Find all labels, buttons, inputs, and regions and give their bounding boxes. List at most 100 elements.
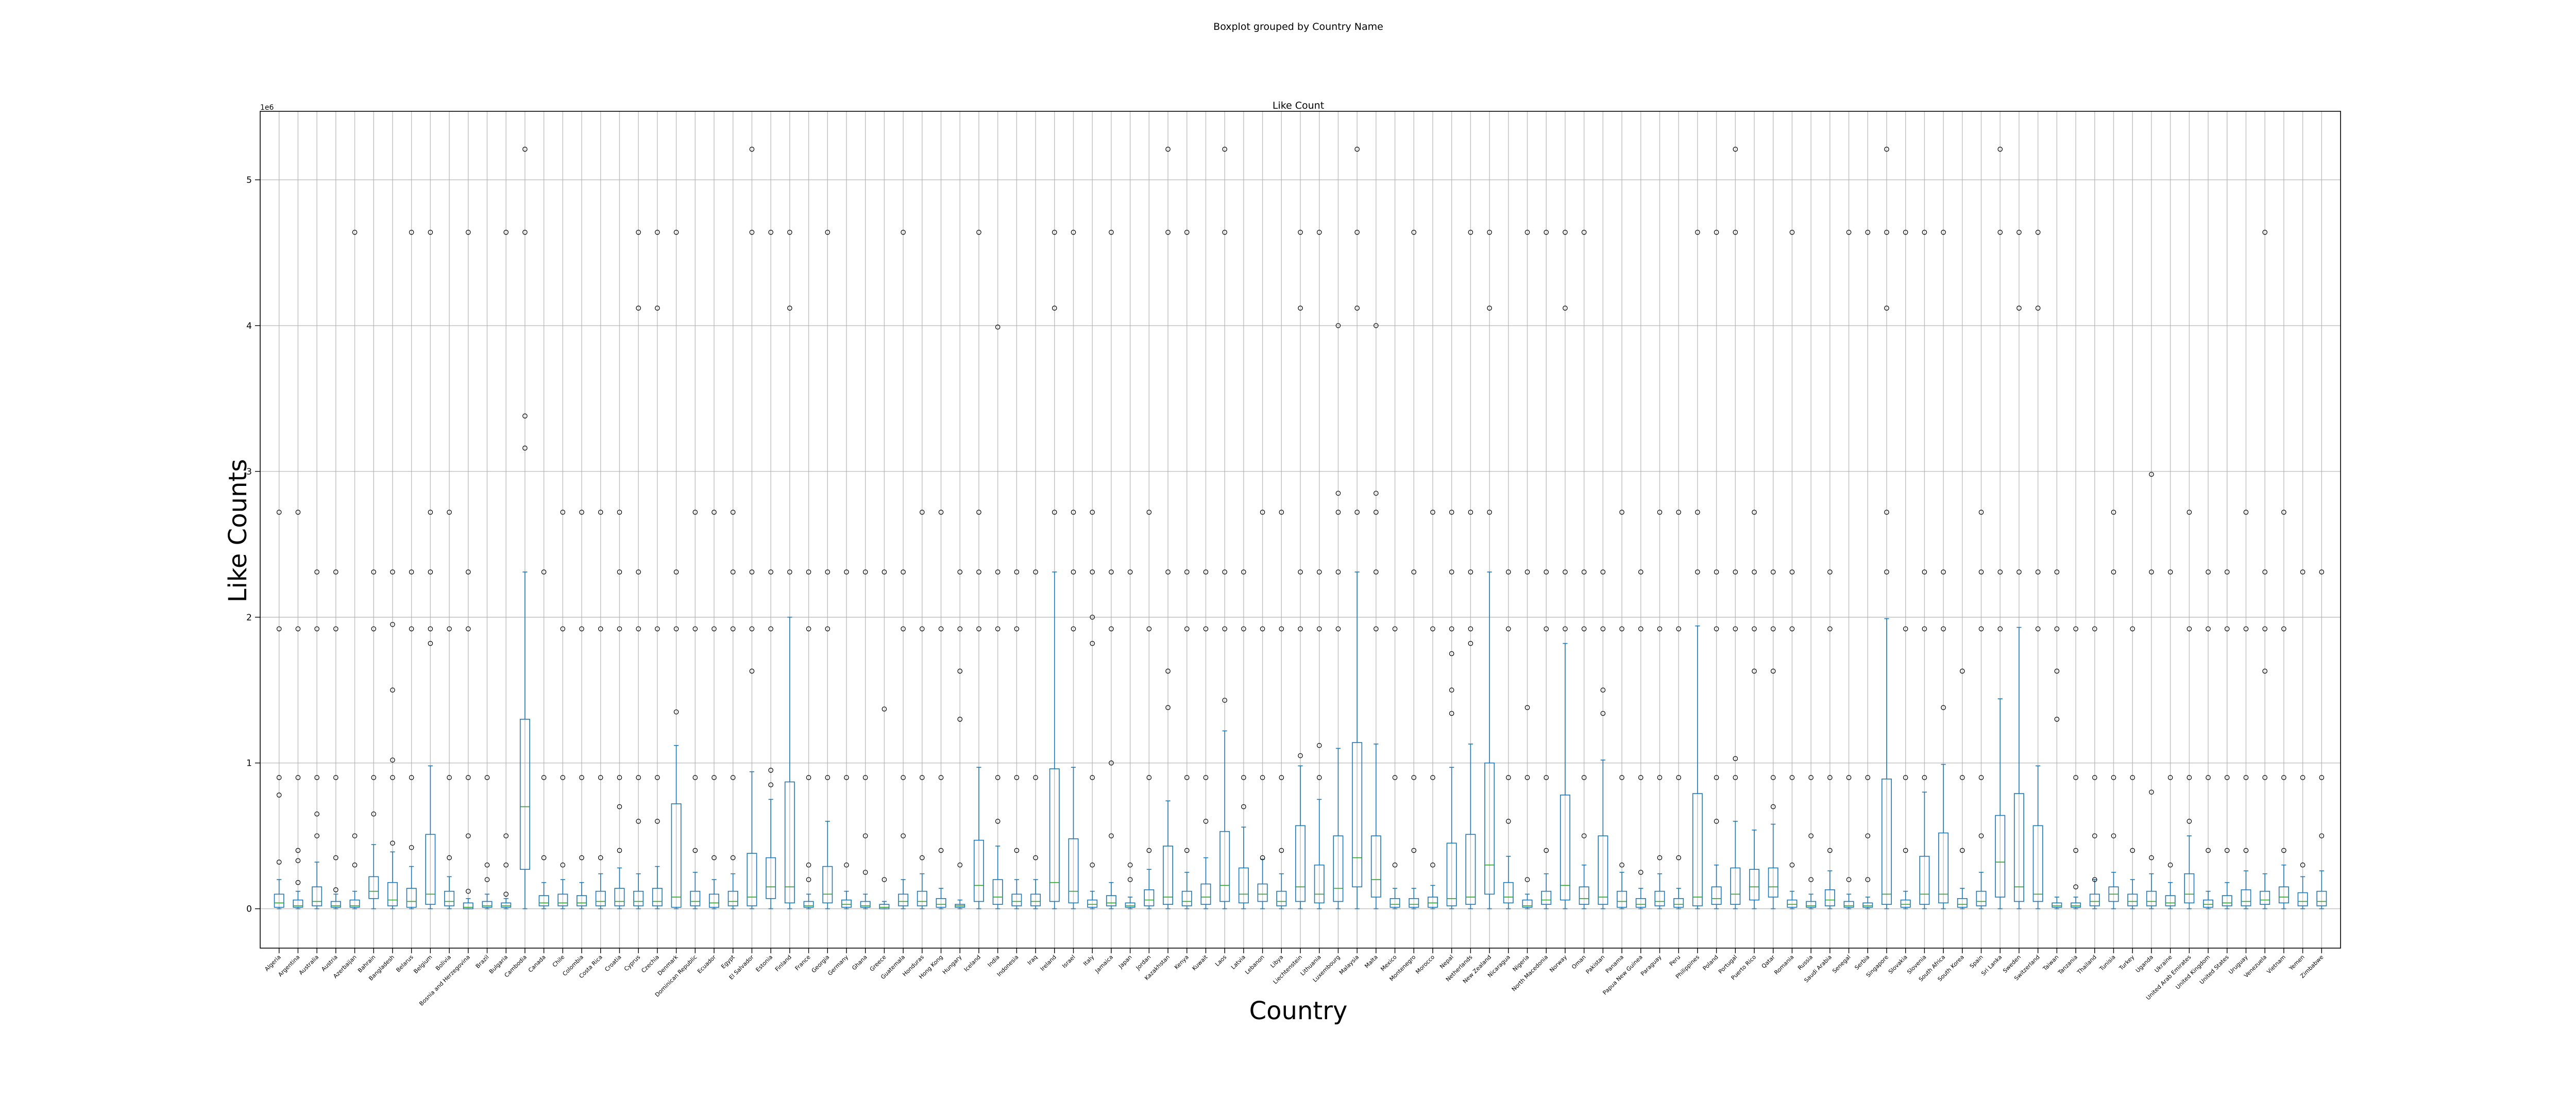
outlier-point [1884, 230, 1889, 235]
outlier-point [314, 775, 319, 780]
outlier-point [560, 775, 566, 780]
outlier-point [825, 569, 831, 575]
outlier-point [1184, 230, 1190, 235]
y-tick-label: 2 [246, 613, 252, 623]
box [2184, 873, 2195, 904]
box-group [822, 230, 833, 909]
outlier-point [1922, 626, 1927, 632]
outlier-point [1657, 855, 1663, 861]
outlier-point [730, 626, 736, 632]
outlier-point [957, 668, 963, 674]
box-group [1011, 569, 1022, 909]
box [444, 890, 455, 906]
outlier-point [768, 569, 773, 575]
outlier-point [1600, 626, 1606, 632]
outlier-point [1865, 877, 1871, 882]
outlier-point [636, 626, 641, 632]
outlier-point [1695, 230, 1700, 235]
outlier-point [1827, 848, 1833, 853]
outlier-point [1524, 230, 1530, 235]
outlier-point [1374, 569, 1379, 575]
x-tick-label: Nepal [1438, 954, 1455, 970]
x-axis-label: Country [1249, 997, 1348, 1025]
box-group [425, 230, 436, 909]
y-tick-label: 3 [246, 467, 252, 477]
box-group [766, 230, 776, 909]
outlier-point [428, 640, 433, 646]
box [2089, 893, 2100, 906]
box [2241, 889, 2251, 906]
outlier-point [1449, 711, 1454, 716]
outlier-point [1279, 510, 1284, 515]
box-group [538, 569, 549, 909]
outlier-point [428, 626, 433, 632]
outlier-point [1165, 146, 1171, 152]
outlier-point [295, 510, 301, 515]
box-group [1370, 323, 1381, 909]
outlier-point [1563, 230, 1568, 235]
x-tick-label: Spain [1969, 954, 1985, 970]
outlier-point [1411, 569, 1417, 575]
box-group [274, 510, 284, 909]
outlier-point [901, 569, 906, 575]
box [1824, 889, 1835, 906]
box [1352, 742, 1363, 887]
outlier-point [938, 510, 944, 515]
x-tick-label: Laos [1214, 954, 1228, 968]
y-axis-label: Like Counts [224, 459, 252, 603]
box [803, 901, 814, 908]
outlier-point [806, 775, 811, 780]
outlier-point [1960, 668, 1965, 674]
box [463, 902, 473, 909]
box-group [406, 230, 417, 909]
outlier-point [1260, 510, 1265, 515]
outlier-point [1430, 775, 1435, 780]
outlier-point [1033, 775, 1038, 780]
outlier-point [1770, 569, 1776, 575]
outlier-point [1563, 626, 1568, 632]
outlier-point [1978, 775, 1984, 780]
outlier-point [1241, 569, 1246, 575]
outlier-point [1978, 569, 1984, 575]
box [538, 895, 549, 906]
outlier-point [1449, 510, 1454, 515]
box [860, 901, 871, 908]
box-group [1314, 230, 1325, 909]
box-group [2127, 626, 2138, 909]
box-group [1806, 775, 1817, 909]
outlier-point [1316, 775, 1322, 780]
outlier-point [1298, 306, 1303, 311]
outlier-point [465, 833, 471, 838]
box [2032, 825, 2043, 902]
box-group [501, 230, 512, 909]
outlier-point [390, 775, 395, 780]
box [633, 890, 644, 906]
outlier-point [1052, 230, 1057, 235]
box [879, 904, 890, 909]
outlier-point [2130, 775, 2135, 780]
box-group [1673, 510, 1684, 909]
outlier-point [673, 709, 679, 715]
x-tick-label: Slovakia [1887, 954, 1909, 975]
outlier-point [1165, 230, 1171, 235]
outlier-point [1941, 230, 1946, 235]
y-offset-label: 1e6 [260, 104, 274, 112]
outlier-point [1884, 146, 1889, 152]
outlier-point [1241, 626, 1246, 632]
outlier-point [1146, 510, 1152, 515]
outlier-point [503, 833, 509, 838]
x-tick-label: Russia [1797, 954, 1814, 971]
outlier-point [1071, 510, 1076, 515]
outlier-point [1922, 775, 1927, 780]
box-group [1163, 146, 1174, 909]
outlier-point [957, 717, 963, 722]
x-tick-label: Oman [1570, 954, 1587, 971]
outlier-point [1827, 569, 1833, 575]
outlier-point [1430, 510, 1435, 515]
outlier-point [1733, 146, 1738, 152]
outlier-point [1241, 804, 1246, 810]
outlier-point [598, 510, 603, 515]
outlier-point [1468, 640, 1473, 646]
outlier-point [2167, 775, 2173, 780]
outlier-point [2054, 668, 2060, 674]
